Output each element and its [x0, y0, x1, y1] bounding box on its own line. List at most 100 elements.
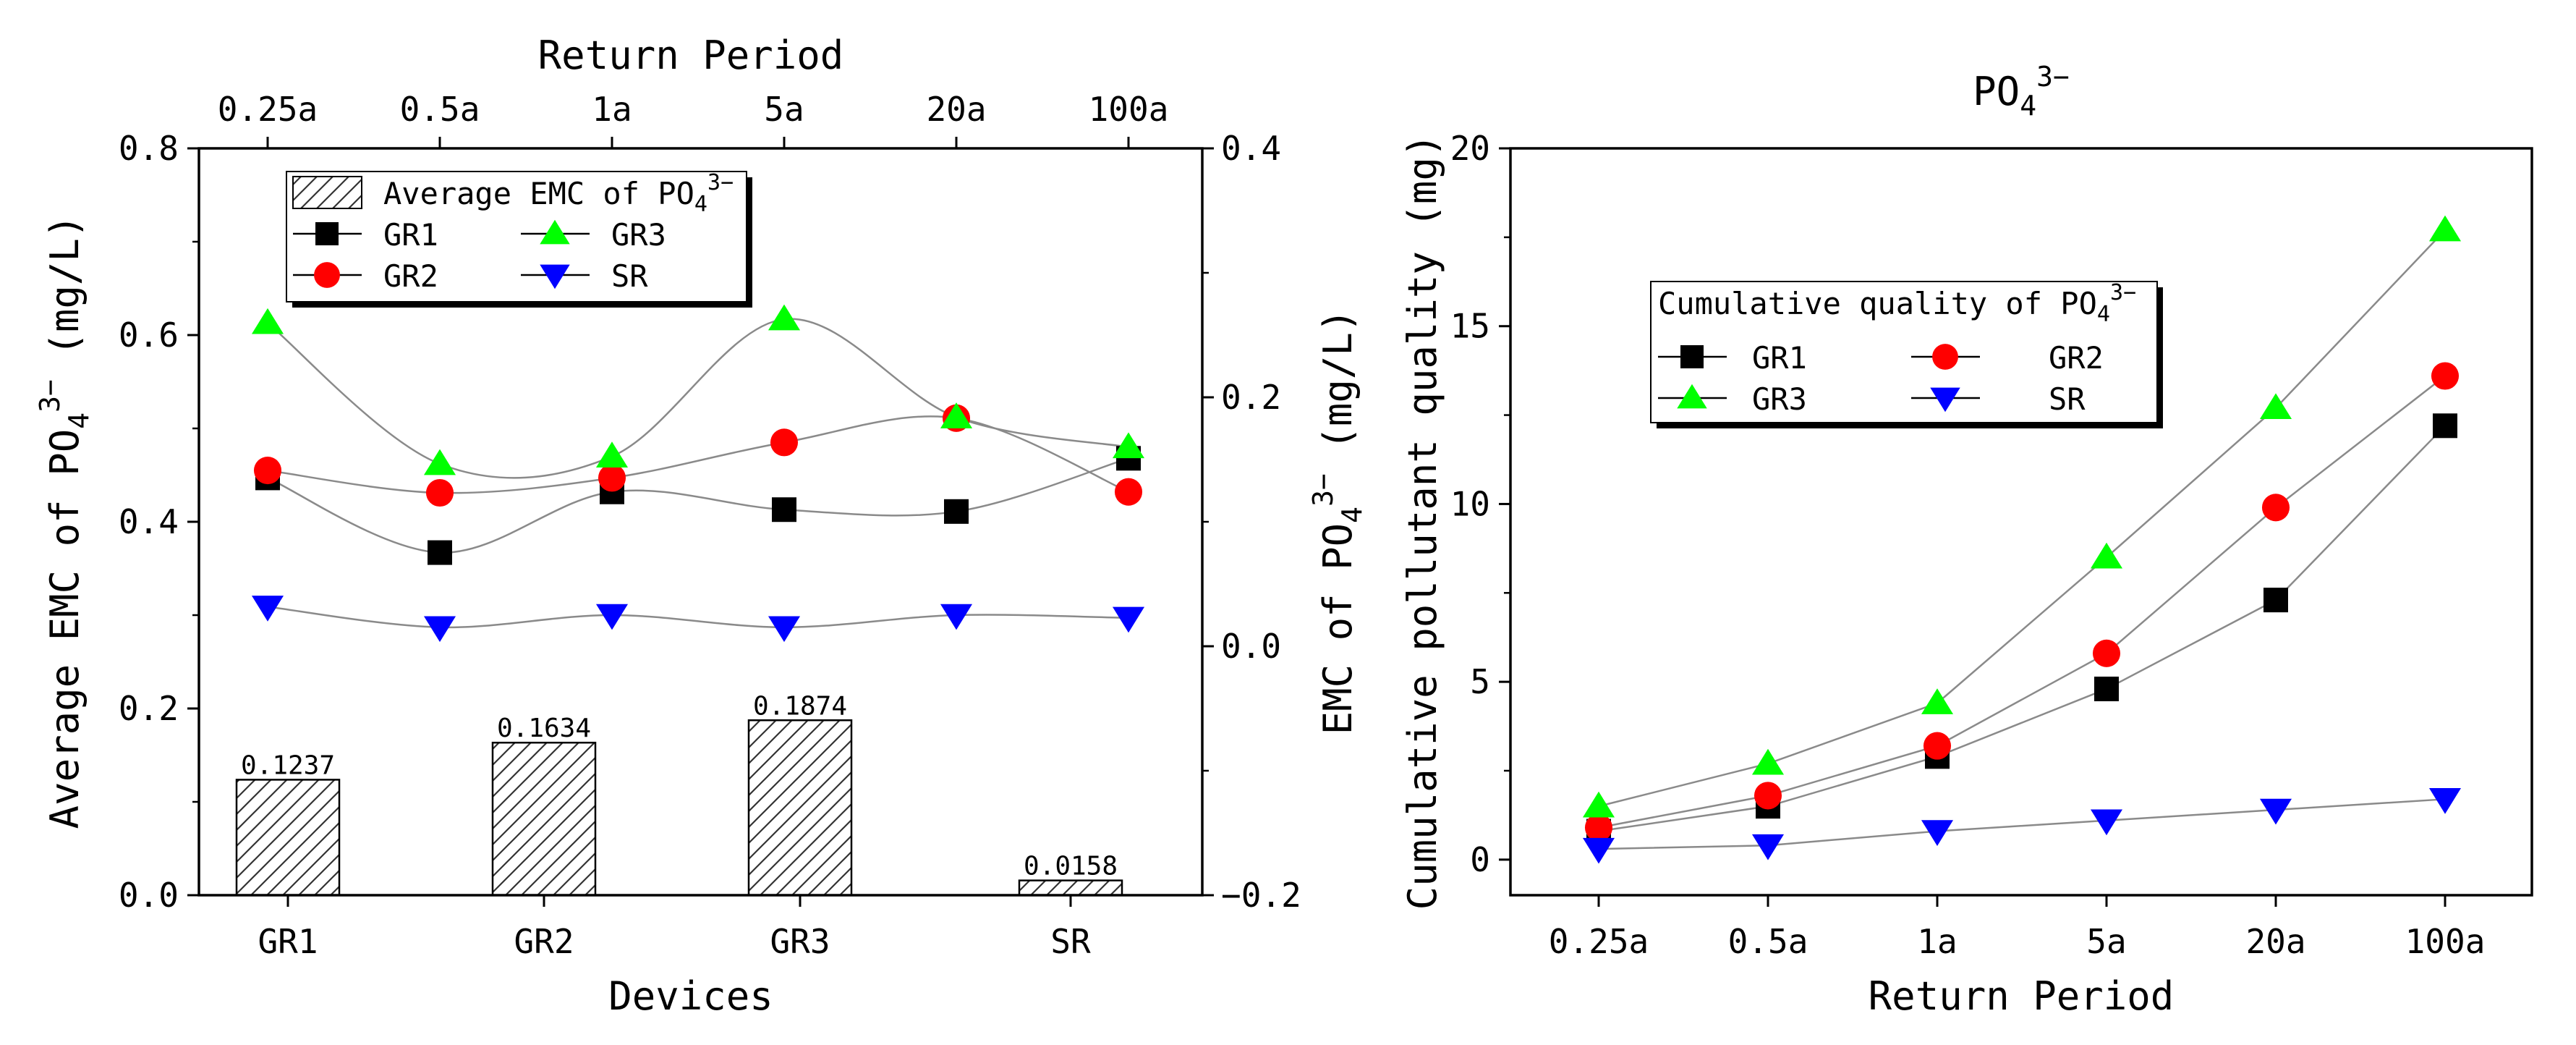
point-gr1	[944, 499, 969, 524]
cumulative-point-gr1	[2094, 676, 2119, 701]
right-x-tick-label: 20a	[2245, 922, 2305, 961]
legend-marker-sr	[540, 264, 570, 289]
cumulative-line-gr2	[1598, 375, 2446, 829]
bar-value-label: 0.1237	[241, 750, 335, 780]
cumulative-point-gr3	[2259, 393, 2292, 420]
left-ticks: GR1 GR2 GR3 SR 0.25a 0.5a 1a 5a 20a 100a 0.0 0.2 0.4…	[119, 90, 1301, 961]
left-bars: 0.1237 0.1634 0.1874 0.0158	[235, 691, 1123, 897]
legend-marker-sr	[1930, 387, 1960, 412]
right-x-tick-label: 0.5a	[1728, 922, 1808, 961]
point-sr	[940, 604, 973, 630]
line-gr1	[267, 457, 1129, 554]
left-y-tick-label: 0.0	[119, 876, 179, 915]
line-gr2	[267, 415, 1129, 494]
cumulative-point-gr3	[1921, 688, 1954, 714]
point-gr3	[940, 402, 973, 428]
cumulative-point-gr3	[2428, 215, 2462, 242]
legend-bar-swatch	[292, 176, 362, 209]
legend-label: GR2	[2049, 340, 2104, 376]
cumulative-point-sr	[2259, 798, 2292, 825]
bar-gr3	[747, 719, 853, 897]
left-legend: Average EMC of PO43− GR1 GR2 GR3 SR	[286, 170, 752, 308]
cumulative-line-gr3	[1598, 229, 2446, 808]
right-y-axis-title: Cumulative pollutant quality (mg)	[1400, 134, 1445, 910]
point-sr	[595, 604, 629, 630]
left-top-tick-label: 20a	[926, 90, 986, 129]
left-top-tick-label: 1a	[592, 90, 632, 129]
line-sr	[267, 606, 1129, 629]
legend-label: SR	[2049, 381, 2086, 417]
right-x-tick-label: 0.25a	[1549, 922, 1649, 961]
right-x-tick-label: 5a	[2086, 922, 2126, 961]
point-gr3	[423, 449, 456, 475]
left-y-tick-label: 0.8	[119, 129, 179, 168]
point-gr1	[772, 497, 796, 522]
legend-label: SR	[611, 258, 648, 294]
point-gr2	[770, 428, 799, 457]
right-x-tick-label: 1a	[1917, 922, 1957, 961]
line-gr3	[267, 318, 1129, 479]
legend-marker-gr2	[314, 262, 340, 288]
right-chart-title: PO43−	[1973, 61, 2070, 122]
cumulative-point-gr3	[1582, 791, 1615, 818]
left-series-markers	[251, 304, 1145, 643]
point-gr3	[251, 308, 284, 334]
legend-label: GR2	[383, 258, 438, 294]
right-ticks: 0.25a 0.5a 1a 5a 20a 100a 0 5 10 15 20	[1450, 129, 2486, 961]
right-chart-y-tick-label: 10	[1450, 484, 1490, 523]
bar-gr2	[491, 741, 597, 897]
cumulative-point-gr2	[1754, 782, 1782, 810]
cumulative-line-sr	[1598, 798, 2446, 850]
point-gr3	[595, 441, 629, 468]
bar-value-label: 0.1634	[497, 714, 591, 743]
left-x-axis-title: Devices	[608, 973, 773, 1019]
right-plot-frame	[1509, 147, 2533, 897]
bar-value-label: 0.1874	[753, 691, 847, 721]
right-x-axis-title: Return Period	[1869, 973, 2175, 1019]
legend-marker-gr1	[1680, 345, 1704, 368]
point-sr	[1112, 606, 1145, 633]
left-x-tick-label: SR	[1050, 922, 1091, 961]
point-gr2	[1114, 478, 1143, 506]
right-series-markers	[1582, 215, 2462, 864]
legend-marker-gr1	[315, 222, 339, 245]
right-y-tick-label: 0.4	[1221, 129, 1281, 168]
legend-label: GR1	[383, 217, 438, 253]
right-y-tick-label: −0.2	[1221, 876, 1301, 915]
point-gr2	[425, 478, 454, 507]
left-right-axis-title: EMC of PO43− (mg/L)	[1307, 309, 1368, 735]
cumulative-point-sr	[2428, 788, 2462, 814]
left-top-tick-label: 0.25a	[218, 90, 318, 129]
cumulative-point-gr2	[2261, 494, 2290, 522]
left-top-axis-title: Return Period	[538, 33, 844, 78]
left-y-tick-label: 0.6	[119, 316, 179, 355]
right-legend-title: Cumulative quality of PO43−	[1658, 280, 2136, 327]
left-x-tick-label: GR2	[514, 922, 574, 961]
legend-marker-gr3	[1677, 384, 1707, 409]
right-chart-y-tick-label: 0	[1470, 840, 1490, 879]
left-legend-items: GR1 GR2 GR3 SR	[293, 217, 666, 294]
left-x-tick-label: GR3	[770, 922, 830, 961]
right-chart-y-tick-label: 15	[1450, 307, 1490, 346]
left-chart: 0.1237 0.1634 0.1874 0.0158 GR1 GR2 GR3 SR 0.25…	[34, 33, 1368, 1019]
legend-label: GR1	[1752, 340, 1807, 376]
point-gr1	[428, 540, 452, 565]
right-y-tick-label: 0.0	[1221, 627, 1281, 666]
right-legend-box	[1650, 281, 2158, 423]
cumulative-line-gr1	[1598, 425, 2446, 832]
legend-label: GR3	[1752, 381, 1807, 417]
right-chart-y-tick-label: 5	[1470, 662, 1490, 701]
legend-marker-gr2	[1932, 344, 1958, 370]
point-sr	[251, 596, 284, 622]
point-gr3	[768, 304, 801, 331]
left-y-tick-label: 0.4	[119, 502, 179, 541]
point-gr3	[1112, 432, 1145, 459]
bar-value-label: 0.0158	[1024, 852, 1118, 881]
bar-sr	[1018, 879, 1123, 897]
point-gr2	[598, 464, 626, 492]
left-legend-box	[286, 171, 747, 302]
cumulative-point-gr1	[2433, 413, 2457, 439]
cumulative-point-sr	[2090, 809, 2123, 836]
